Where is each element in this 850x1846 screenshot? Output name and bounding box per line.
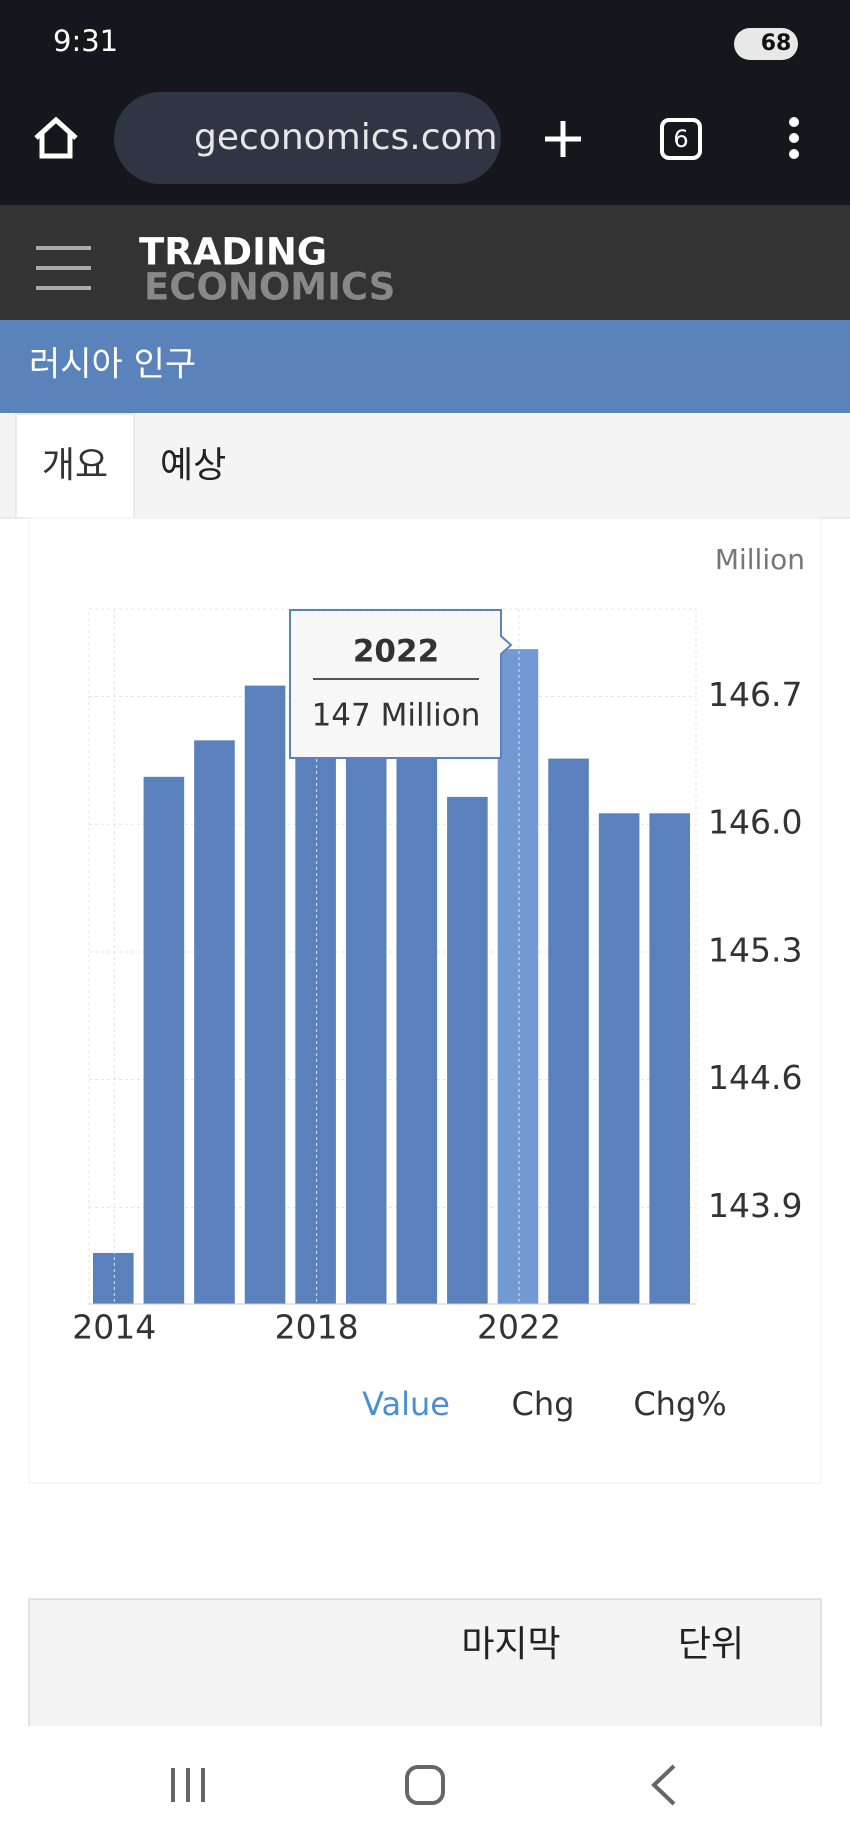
bar	[396, 687, 438, 1304]
plot-frame	[88, 608, 697, 1305]
title-bar	[0, 320, 850, 413]
view-option[interactable]: Value	[362, 1385, 450, 1423]
tooltip-text: 147 Million	[312, 698, 481, 734]
bar	[194, 740, 235, 1304]
view-option[interactable]: Chg%	[633, 1385, 726, 1423]
tooltip-title: 2022	[353, 634, 439, 670]
bar	[93, 1252, 134, 1304]
tab-count: 6	[673, 125, 688, 153]
y-tick-label: 143.9	[708, 1186, 802, 1225]
tooltip-box	[289, 609, 513, 759]
unit-label: Million	[715, 543, 805, 576]
tab-label[interactable]: 예상	[160, 445, 226, 486]
y-tick-label: 145.3	[708, 930, 802, 969]
back-nav[interactable]	[651, 1764, 676, 1806]
active-tab[interactable]	[15, 413, 135, 519]
url-text: geconomics.com	[194, 117, 498, 158]
recent-apps[interactable]	[171, 1768, 205, 1802]
logo-bottom: ECONOMICS	[144, 266, 395, 309]
bar	[345, 681, 387, 1304]
page-title: 러시아 인구	[29, 345, 196, 385]
bar	[497, 649, 539, 1304]
x-tick-label: 2022	[477, 1308, 561, 1347]
y-tick-label: 146.7	[708, 675, 802, 714]
y-tick-label: 146.0	[708, 803, 802, 842]
site-menu[interactable]	[36, 246, 91, 290]
battery	[734, 28, 798, 60]
tab-strip	[0, 413, 850, 518]
bar	[548, 758, 589, 1304]
logo-top: TRADING	[139, 231, 327, 274]
site-header	[0, 205, 850, 320]
bar	[598, 813, 640, 1304]
battery-level: 68	[761, 31, 792, 56]
x-tick-label: 2014	[72, 1308, 156, 1347]
chart: Million 143.9 144.6 145.3 146.0 146.7 2014 2018…	[72, 543, 805, 1423]
menu-button[interactable]	[789, 117, 799, 159]
bar	[649, 813, 690, 1304]
clock: 9:31	[53, 24, 118, 58]
y-tick-label: 144.6	[708, 1058, 802, 1097]
nav-bar	[0, 1726, 850, 1842]
tooltip: 2022 147 Million	[289, 609, 513, 759]
x-tick-label: 2018	[275, 1308, 359, 1347]
home-nav[interactable]	[405, 1765, 445, 1805]
bar	[295, 663, 336, 1304]
table-header	[28, 1598, 822, 1750]
bar	[143, 776, 185, 1304]
url-bar[interactable]	[114, 92, 501, 184]
bar	[244, 685, 286, 1304]
home-button[interactable]	[34, 116, 78, 159]
view-option[interactable]: Chg	[512, 1385, 575, 1423]
tabs-button[interactable]	[660, 118, 702, 160]
column-header: 단위	[678, 1624, 744, 1665]
new-tab-button[interactable]	[545, 121, 581, 157]
bar	[447, 796, 488, 1304]
tab-label: 개요	[42, 445, 108, 486]
column-header: 마지막	[461, 1624, 560, 1665]
